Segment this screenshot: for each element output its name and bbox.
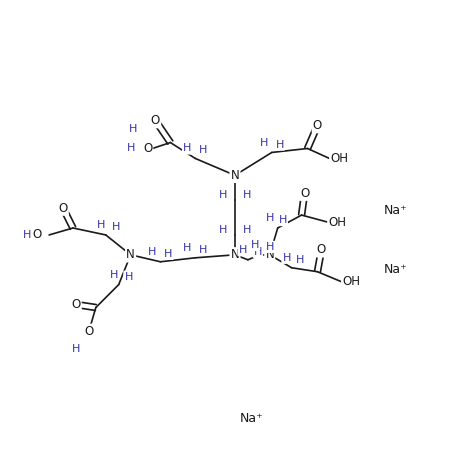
Text: N: N <box>266 248 274 261</box>
Text: O: O <box>313 119 322 132</box>
Text: Na⁺: Na⁺ <box>240 412 264 425</box>
Text: H: H <box>276 140 284 149</box>
Text: O: O <box>300 187 309 200</box>
Text: H: H <box>183 144 191 154</box>
Text: H: H <box>112 222 120 232</box>
Text: OH: OH <box>342 275 360 288</box>
Text: H: H <box>183 243 191 253</box>
Text: O: O <box>59 202 68 215</box>
Text: N: N <box>230 248 239 261</box>
Text: H: H <box>129 124 137 134</box>
Text: H: H <box>283 253 291 263</box>
Text: N: N <box>230 169 239 182</box>
Text: O: O <box>84 325 94 338</box>
Text: H: H <box>126 144 135 154</box>
Text: H: H <box>242 190 251 200</box>
Text: O: O <box>317 243 326 256</box>
Text: OH: OH <box>331 152 349 165</box>
Text: Na⁺: Na⁺ <box>384 263 408 276</box>
Text: H: H <box>266 213 274 223</box>
Text: H: H <box>219 190 227 200</box>
Text: H: H <box>254 247 262 257</box>
Text: H: H <box>72 344 80 354</box>
Text: O: O <box>151 114 160 127</box>
Text: N: N <box>126 248 135 261</box>
Text: H: H <box>164 249 172 259</box>
Text: H: H <box>260 138 268 148</box>
Text: Na⁺: Na⁺ <box>384 203 408 217</box>
Text: H: H <box>219 225 227 235</box>
Text: H: H <box>239 245 247 255</box>
Text: H: H <box>242 225 251 235</box>
Text: H: H <box>266 242 274 252</box>
Text: OH: OH <box>328 216 346 228</box>
Text: O: O <box>143 142 152 155</box>
Text: H: H <box>296 255 304 265</box>
Text: H: H <box>251 240 259 250</box>
Text: H: H <box>148 247 157 257</box>
Text: H: H <box>199 245 207 255</box>
Text: H: H <box>278 215 287 225</box>
Text: H: H <box>23 230 31 240</box>
Text: O: O <box>33 228 42 241</box>
Text: H: H <box>199 145 207 155</box>
Text: H: H <box>124 272 133 282</box>
Text: H: H <box>97 220 105 230</box>
Text: H: H <box>110 270 118 280</box>
Text: O: O <box>71 298 81 311</box>
